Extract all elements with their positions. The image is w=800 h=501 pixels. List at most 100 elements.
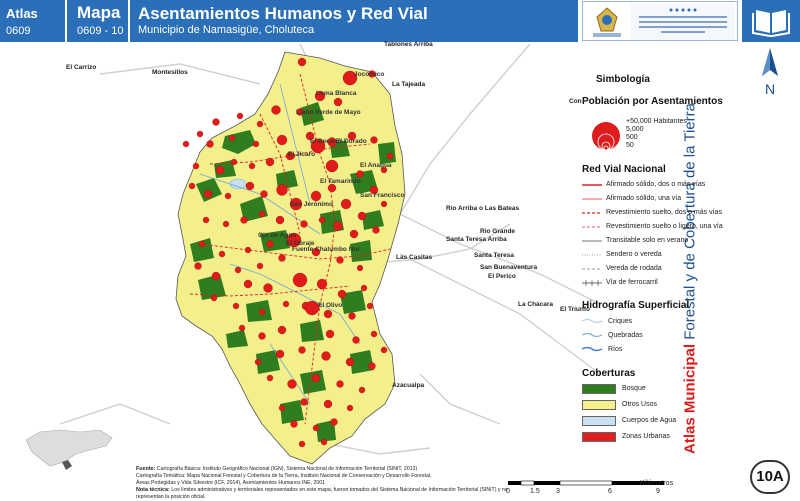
population-size-label: +50,000 Habitantes bbox=[626, 118, 687, 125]
external-place-label: El Carrizo bbox=[66, 64, 97, 71]
north-letter: N bbox=[765, 81, 775, 97]
cover-type-label: Zonas Urbanas bbox=[622, 433, 670, 440]
icf-emblem-icon bbox=[639, 8, 727, 33]
settlement-label: El Decano bbox=[310, 138, 342, 145]
settlement-label: San Francisco bbox=[360, 192, 405, 199]
road-type-label: Afirmado sólido, una vía bbox=[606, 195, 682, 202]
cover-type-label: Bosque bbox=[622, 385, 646, 392]
external-place-label: Rio Arriba o Las Bateas bbox=[446, 205, 520, 212]
cover-swatch bbox=[582, 400, 616, 410]
population-size-label: 5,000 bbox=[626, 126, 644, 133]
hydro-legend-lines bbox=[582, 319, 603, 352]
atlas-box: Atlas 0609 bbox=[0, 0, 66, 42]
cover-swatch bbox=[582, 416, 616, 426]
hydro-type-label: Ríos bbox=[608, 346, 623, 353]
source-label: Fuente: bbox=[136, 466, 156, 472]
settlement-label: Ojo de Agua bbox=[258, 232, 297, 239]
mapa-label: Mapa bbox=[77, 3, 121, 22]
scale-unit: Kilómetros bbox=[640, 480, 674, 487]
settlement-label: El Anagua bbox=[360, 162, 392, 169]
external-place-label: El Perico bbox=[488, 273, 516, 280]
external-place-label: La Chácara bbox=[518, 301, 554, 308]
cover-swatch bbox=[582, 384, 616, 394]
population-circles-legend bbox=[592, 122, 620, 151]
source-line: Cartografía Básica: Instituto Geográfico… bbox=[156, 466, 418, 472]
mapa-number: 0609 - 10 bbox=[77, 25, 124, 37]
mapa-box: Mapa 0609 - 10 bbox=[67, 0, 129, 42]
map-subtitle: Municipio de Namasigüe, Choluteca bbox=[138, 24, 315, 36]
scale-tick: 3 bbox=[556, 488, 560, 495]
road-type-label: Transitable solo en verano bbox=[606, 237, 689, 244]
legend-title: Simbología bbox=[596, 74, 650, 85]
road-type-label: Revestimiento suelto, dos o más vías bbox=[606, 209, 722, 216]
external-place-label: Con bbox=[569, 98, 582, 105]
map-badge: 10A bbox=[750, 460, 790, 494]
external-place-label: Azacualpa bbox=[392, 382, 425, 389]
government-seal-icon bbox=[593, 7, 621, 37]
scale-tick: 0 bbox=[506, 488, 510, 495]
external-place-label: Rio Grande bbox=[480, 228, 516, 235]
cover-type-label: Otros Usos bbox=[622, 401, 658, 408]
atlas-label: Atlas bbox=[6, 6, 38, 21]
external-place-label: Santa Teresa Arriba bbox=[446, 236, 507, 243]
hydro-type-label: Criques bbox=[608, 318, 633, 325]
map-area: Tablones Arriba El Carrizo Montesillos L… bbox=[0, 41, 740, 468]
road-type-label: Sendero o vereda bbox=[606, 251, 662, 258]
scale-tick: 6 bbox=[608, 488, 612, 495]
population-size-label: 500 bbox=[626, 134, 638, 141]
settlement-label: Fuente Chalumbo Nor bbox=[292, 246, 360, 253]
external-roads bbox=[59, 44, 601, 455]
scale-tick: 9 bbox=[656, 488, 660, 495]
scale-tick: 1.5 bbox=[530, 488, 540, 495]
settlement-label: Loma Blanca bbox=[316, 90, 357, 97]
population-legend-title: Población por Asentamientos bbox=[582, 96, 723, 107]
road-legend-lines bbox=[582, 184, 602, 286]
notes-text: Los límites administrativos y territoria… bbox=[136, 487, 508, 500]
cover-swatch bbox=[582, 432, 616, 442]
external-place-label: Montesillos bbox=[152, 69, 188, 76]
rivers bbox=[199, 83, 361, 405]
logo-panel bbox=[582, 1, 738, 41]
cover-legend-title: Coberturas bbox=[582, 368, 636, 379]
external-place-label: Tablones Arriba bbox=[384, 41, 433, 48]
settlement-label: El Tamarindo bbox=[320, 178, 361, 185]
settlement-label: El Olivo bbox=[318, 302, 343, 309]
hydro-type-label: Quebradas bbox=[608, 332, 643, 339]
honduras-inset-map bbox=[25, 429, 113, 470]
hydro-legend-title: Hidrografía Superficial bbox=[582, 300, 690, 311]
atlas-book-box bbox=[742, 0, 800, 42]
map-title: Asentamientos Humanos y Red Vial bbox=[138, 4, 428, 23]
external-place-label: San Buenaventura bbox=[480, 264, 538, 271]
population-size-label: 50 bbox=[626, 142, 634, 149]
road-type-label: Afirmado sólido, dos o más vías bbox=[606, 181, 706, 188]
settlement-label: San Jerónimo bbox=[290, 201, 333, 208]
road-legend-title: Red Vial Nacional bbox=[582, 164, 666, 175]
external-place-label: Santa Teresa bbox=[474, 252, 514, 259]
source-line: Cartografía Temática: Mapa Nacional Fore… bbox=[136, 473, 432, 479]
north-arrow-icon: N bbox=[762, 48, 778, 97]
scale-bar-graphic bbox=[508, 480, 664, 486]
icf-logo bbox=[631, 4, 735, 40]
road-type-label: Vía de ferrocarril bbox=[606, 279, 658, 286]
settlement-label: El Dorado bbox=[336, 138, 367, 145]
title-box: Asentamientos Humanos y Red Vial Municip… bbox=[130, 0, 578, 42]
road-type-label: Vereda de rodada bbox=[606, 265, 662, 272]
external-place-label: La Tajeada bbox=[392, 81, 426, 88]
settlement-label: El Jícaro bbox=[288, 151, 316, 158]
settlement-circles bbox=[182, 57, 394, 448]
map-canvas bbox=[59, 44, 601, 465]
settlement-label: El Obraje bbox=[286, 240, 315, 247]
footer: Fuente: Cartografía Básica: Instituto Ge… bbox=[0, 466, 745, 500]
cover-type-label: Cuerpos de Agua bbox=[622, 417, 677, 424]
open-book-icon bbox=[752, 10, 790, 37]
road-type-label: Revestimiento suelto o ligero, una vía bbox=[606, 223, 723, 230]
atlas-number: 0609 bbox=[6, 25, 31, 37]
notes-label: Nota técnica: bbox=[136, 487, 170, 493]
source-block: Fuente: Cartografía Básica: Instituto Ge… bbox=[136, 466, 516, 501]
scale-bar: 0 1.5 3 6 9 Kilómetros bbox=[500, 480, 674, 500]
header: Atlas 0609 Mapa 0609 - 10 Asentamientos … bbox=[0, 0, 800, 44]
water-body bbox=[229, 178, 247, 190]
settlement-label: Jocomico bbox=[354, 71, 385, 78]
external-place-label: El Triunfo bbox=[560, 306, 590, 313]
forest-patches bbox=[190, 102, 396, 442]
